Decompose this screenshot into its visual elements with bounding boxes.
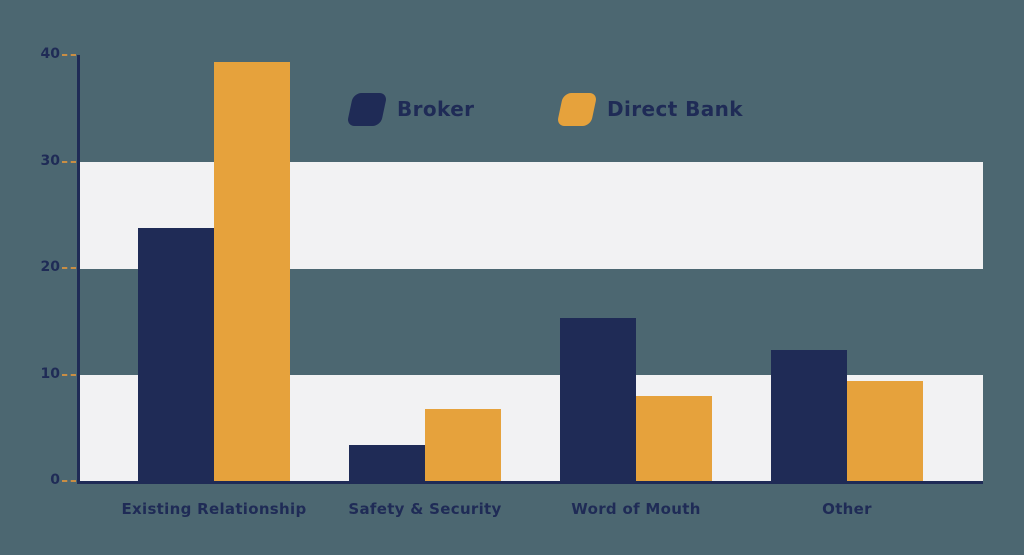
y-tick-dash-icon (62, 480, 76, 482)
y-tick-label: 20 (40, 259, 60, 275)
bar-broker (349, 445, 425, 481)
category-label: Other (822, 500, 872, 518)
y-tick-label: 10 (40, 366, 60, 382)
y-tick-label: 40 (40, 46, 60, 62)
bar-broker (771, 350, 847, 481)
y-tick-label: 0 (50, 472, 60, 488)
y-tick-dash-icon (62, 374, 76, 376)
category-label: Safety & Security (348, 500, 502, 518)
category-label: Word of Mouth (571, 500, 701, 518)
bar-broker (560, 318, 636, 481)
category-label: Existing Relationship (121, 500, 307, 518)
y-tick-dash-icon (62, 161, 76, 163)
bar-direct-bank (214, 62, 290, 481)
legend-label-broker: Broker (397, 97, 475, 121)
x-axis-line (77, 481, 983, 484)
legend-label-direct-bank: Direct Bank (607, 97, 743, 121)
bar-broker (138, 228, 214, 481)
y-axis-line (77, 55, 80, 484)
y-tick-dash-icon (62, 267, 76, 269)
direct-bank-swatch-icon (556, 92, 598, 126)
y-tick-dash-icon (62, 54, 76, 56)
legend-item-broker: Broker (346, 91, 475, 127)
legend-item-direct-bank: Direct Bank (556, 91, 743, 127)
broker-swatch-icon (346, 92, 388, 126)
bar-direct-bank (636, 396, 712, 481)
chart-legend: Broker Direct Bank (0, 91, 1024, 127)
bar-direct-bank (847, 381, 923, 481)
y-tick-label: 30 (40, 153, 60, 169)
bar-direct-bank (425, 409, 501, 481)
